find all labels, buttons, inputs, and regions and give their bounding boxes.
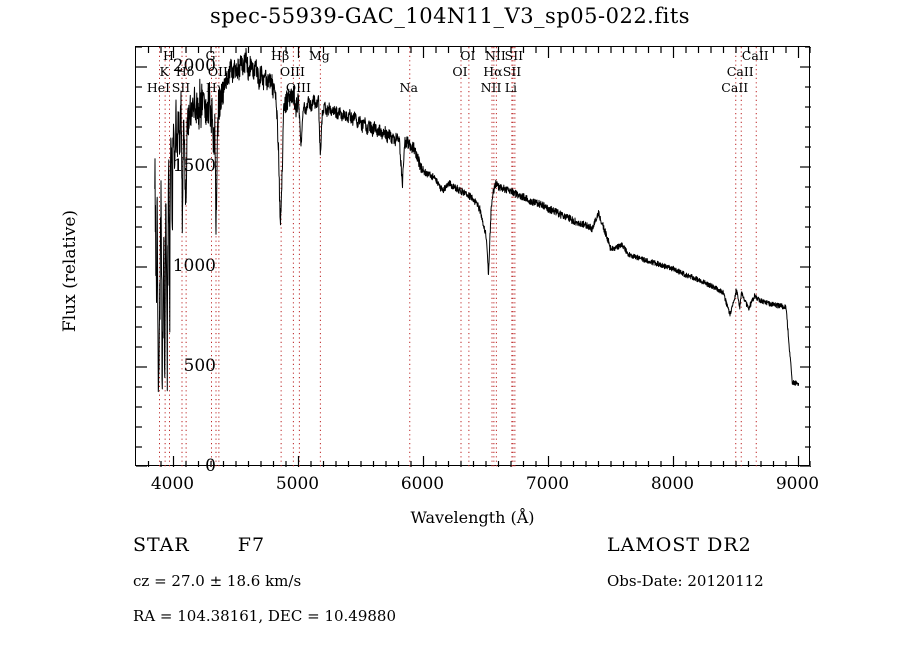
line-label-NII: NII bbox=[484, 48, 506, 63]
line-label-Li: Li bbox=[504, 80, 518, 95]
spectrum-trace bbox=[154, 47, 799, 393]
x-tick-5000: 5000 bbox=[275, 474, 320, 494]
y-axis-label-wrap: Flux (relative) bbox=[42, 46, 80, 466]
line-label-OII: OII bbox=[207, 64, 228, 79]
line-label-H: Hβ bbox=[271, 48, 290, 63]
y-axis-label: Flux (relative) bbox=[60, 209, 80, 333]
line-label-H: Hα bbox=[483, 64, 503, 79]
y-tick-1000: 1000 bbox=[172, 256, 216, 276]
line-label-OI: OI bbox=[460, 48, 476, 63]
line-label-K: K bbox=[159, 64, 169, 79]
line-label-HeI: HeI bbox=[146, 80, 171, 95]
line-label-CaII: CaII bbox=[741, 48, 769, 63]
y-tick-500: 500 bbox=[183, 356, 216, 376]
x-tick-4000: 4000 bbox=[150, 474, 195, 494]
line-label-OIII: OIII bbox=[279, 64, 305, 79]
line-label-G: G bbox=[205, 48, 216, 63]
line-label-SII: SII bbox=[171, 80, 191, 95]
spectral-class: F7 bbox=[237, 534, 266, 556]
x-tick-6000: 6000 bbox=[400, 474, 445, 494]
line-label-NII: NII bbox=[480, 80, 502, 95]
observation-date: Obs-Date: 20120112 bbox=[607, 572, 764, 590]
page-title: spec-55939-GAC_104N11_V3_sp05-022.fits bbox=[209, 4, 691, 28]
line-label-H: Hδ bbox=[175, 64, 195, 79]
line-label-OI: OI bbox=[452, 64, 468, 79]
line-label-OIII: OIII bbox=[285, 80, 311, 95]
line-label-Na: Na bbox=[399, 80, 418, 95]
x-axis-label: Wavelength (Å) bbox=[410, 508, 535, 527]
y-tick-1500: 1500 bbox=[172, 156, 216, 176]
line-label-SII: SII bbox=[504, 48, 524, 63]
spectrum-plot[interactable] bbox=[135, 46, 811, 467]
survey-name: LAMOST DR2 bbox=[607, 534, 752, 556]
x-tick-8000: 8000 bbox=[650, 474, 695, 494]
line-label-H: Hγ bbox=[205, 80, 225, 95]
line-label-Mg: Mg bbox=[308, 48, 330, 63]
line-label-H: H bbox=[163, 48, 174, 63]
line-label-SII: SII bbox=[502, 64, 522, 79]
object-type-line: STAR F7 bbox=[133, 534, 265, 556]
redshift-velocity: cz = 27.0 ± 18.6 km/s bbox=[133, 572, 302, 590]
line-label-CaII: CaII bbox=[721, 80, 749, 95]
spectrum-canvas bbox=[136, 47, 811, 467]
coordinates: RA = 104.38161, DEC = 10.49880 bbox=[133, 607, 397, 625]
y-tick-2000: 2000 bbox=[172, 56, 216, 76]
x-tick-7000: 7000 bbox=[525, 474, 570, 494]
object-type: STAR bbox=[133, 534, 190, 556]
line-label-CaII: CaII bbox=[726, 64, 754, 79]
x-tick-9000: 9000 bbox=[775, 474, 820, 494]
metadata-footer: STAR F7 cz = 27.0 ± 18.6 km/s RA = 104.3… bbox=[0, 530, 900, 650]
